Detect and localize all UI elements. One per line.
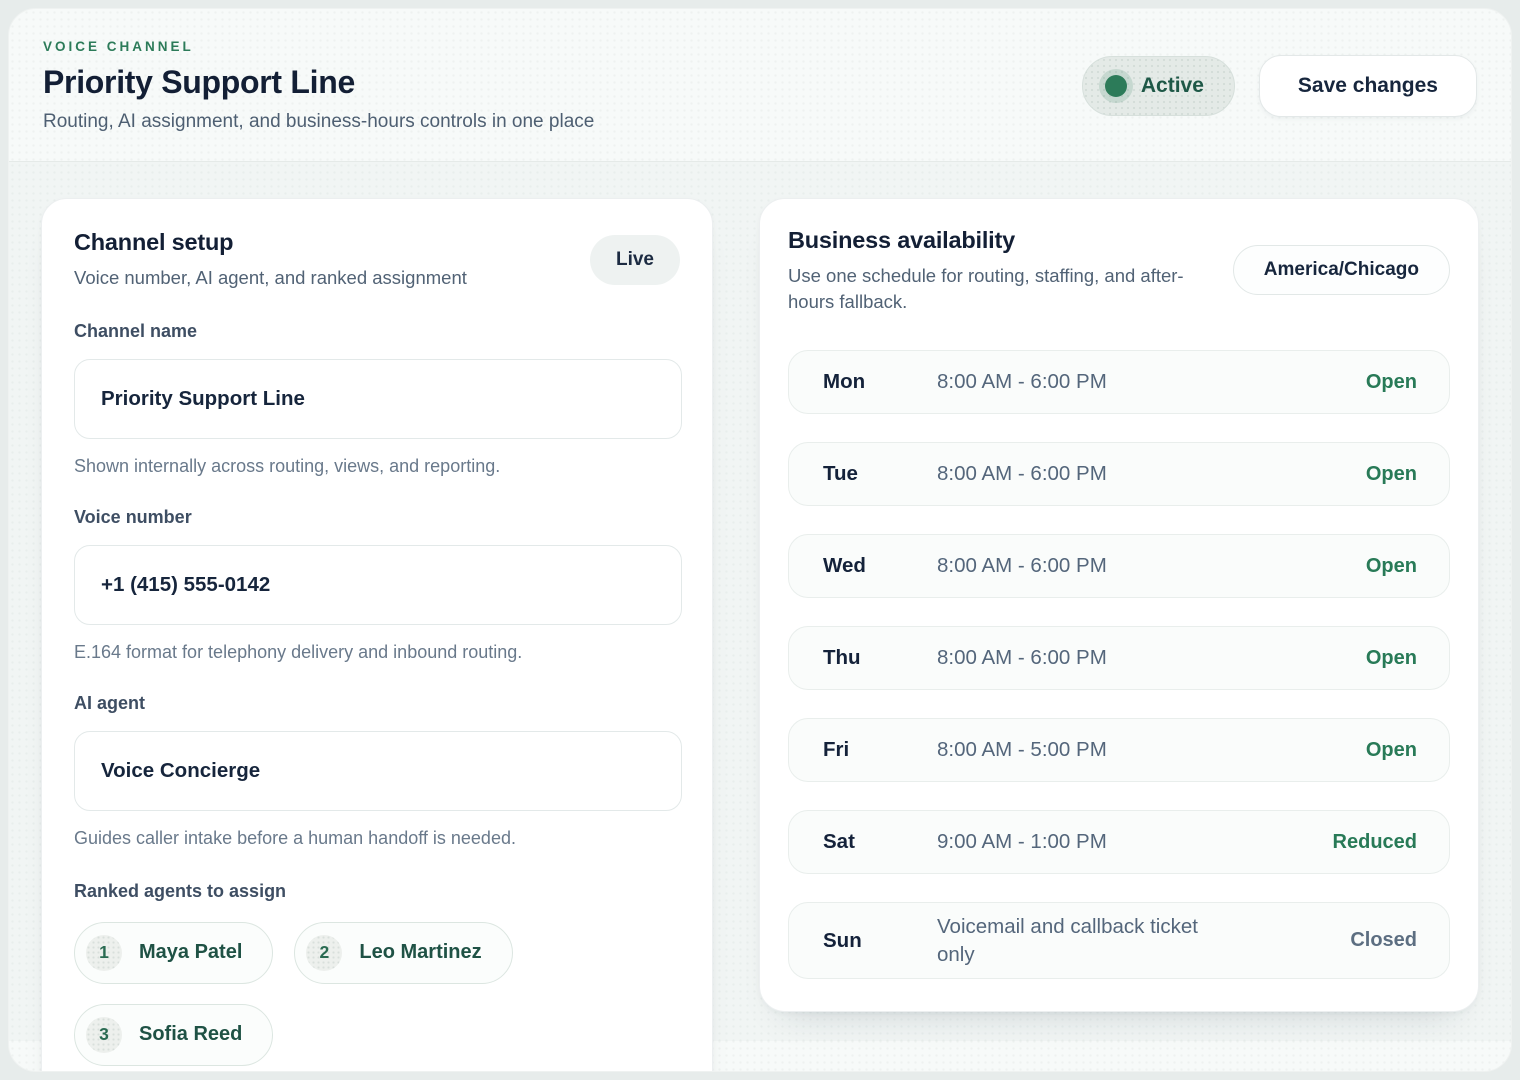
main-content: Channel setup Voice number, AI agent, an… [9,162,1511,1071]
channel-name-helper: Shown internally across routing, views, … [74,455,501,476]
page-header: VOICE CHANNEL Priority Support Line Rout… [9,9,1511,162]
page-title: Priority Support Line [43,64,355,100]
ai-agent-input[interactable] [74,730,682,811]
availability-title: Business availability [788,227,1015,253]
hours-label: 8:00 AM - 6:00 PM [937,462,1107,486]
voice-number-field-group: Voice number E.164 format for telephony … [74,506,682,663]
agent-name: Maya Patel [139,941,243,964]
live-badge: Live [589,235,680,285]
hours-label: 8:00 AM - 6:00 PM [937,646,1107,670]
hours-label: Voicemail and callback ticket only [937,915,1198,966]
status-badge: Open [1365,554,1417,577]
ai-agent-helper: Guides caller intake before a human hand… [74,827,516,848]
voice-number-helper: E.164 format for telephony delivery and … [74,641,523,662]
agent-rank-badge: 3 [86,1016,122,1053]
ranked-agents-row-1: 1 Maya Patel 2 Leo Martinez [74,921,680,984]
save-changes-button[interactable]: Save changes [1258,55,1477,117]
channel-setup-subtitle: Voice number, AI agent, and ranked assig… [74,267,467,288]
status-badge: Open [1365,738,1417,761]
schedule-row-thu[interactable]: Thu 8:00 AM - 6:00 PM Open [788,626,1450,691]
active-status-toggle[interactable]: Active [1081,56,1235,116]
agent-name: Leo Martinez [359,941,482,964]
status-badge: Open [1365,370,1417,393]
agent-name: Sofia Reed [139,1023,243,1046]
header-actions: Active Save changes [1081,55,1477,117]
day-label: Sun [823,928,862,952]
agent-chip-maya-patel[interactable]: 1 Maya Patel [74,921,274,984]
channel-name-input[interactable] [74,358,682,439]
schedule-row-fri[interactable]: Fri 8:00 AM - 5:00 PM Open [788,718,1450,783]
header-text-block: VOICE CHANNEL Priority Support Line Rout… [43,39,594,133]
channel-setup-heading-block: Channel setup Voice number, AI agent, an… [74,229,467,291]
availability-heading-block: Business availability Use one schedule f… [788,227,1188,314]
day-label: Sat [823,830,855,854]
active-status-dot-icon [1104,75,1127,97]
status-badge: Closed [1350,929,1417,952]
availability-card-head: Business availability Use one schedule f… [788,227,1450,314]
agent-chip-sofia-reed[interactable]: 3 Sofia Reed [74,1003,274,1066]
status-badge: Reduced [1332,830,1417,853]
day-label: Fri [823,738,850,762]
status-badge: Open [1365,462,1417,485]
day-label: Thu [823,646,861,670]
agent-rank-badge: 1 [86,934,122,971]
ai-agent-label: AI agent [74,692,146,713]
status-badge: Open [1365,646,1417,669]
agent-rank-badge: 2 [306,934,343,971]
business-availability-card: Business availability Use one schedule f… [759,198,1479,1013]
active-status-label: Active [1140,74,1204,97]
hours-label: 8:00 AM - 6:00 PM [937,370,1107,394]
channel-setup-card-head: Channel setup Voice number, AI agent, an… [74,229,680,291]
day-label: Tue [823,462,858,486]
voice-number-input[interactable] [74,544,682,625]
ranked-agents-row-2: 3 Sofia Reed [74,1003,680,1066]
availability-subtitle: Use one schedule for routing, staffing, … [788,265,1184,312]
day-label: Wed [823,554,866,578]
channel-name-label: Channel name [74,320,198,341]
schedule-row-tue[interactable]: Tue 8:00 AM - 6:00 PM Open [788,442,1450,507]
eyebrow-label: VOICE CHANNEL [43,39,194,54]
channel-setup-card: Channel setup Voice number, AI agent, an… [41,198,713,1071]
hours-label: 8:00 AM - 6:00 PM [937,554,1107,578]
hours-label: 9:00 AM - 1:00 PM [937,830,1107,854]
app-container: VOICE CHANNEL Priority Support Line Rout… [8,8,1512,1072]
ranked-agents-label: Ranked agents to assign [74,880,287,901]
ai-agent-field-group: AI agent Guides caller intake before a h… [74,692,682,849]
agent-chip-leo-martinez[interactable]: 2 Leo Martinez [294,921,513,984]
channel-setup-title: Channel setup [74,229,234,255]
schedule-row-mon[interactable]: Mon 8:00 AM - 6:00 PM Open [788,350,1450,415]
day-label: Mon [823,370,866,394]
schedule-row-sun[interactable]: Sun Voicemail and callback ticket only C… [788,902,1450,980]
timezone-pill[interactable]: America/Chicago [1232,245,1450,295]
page-subtitle: Routing, AI assignment, and business-hou… [43,111,595,132]
voice-number-label: Voice number [74,506,192,527]
hours-label: 8:00 AM - 5:00 PM [937,738,1107,762]
schedule-row-sat[interactable]: Sat 9:00 AM - 1:00 PM Reduced [788,810,1450,875]
schedule-list: Mon 8:00 AM - 6:00 PM Open Tue 8:00 AM -… [788,350,1450,980]
schedule-row-wed[interactable]: Wed 8:00 AM - 6:00 PM Open [788,534,1450,599]
channel-name-field-group: Channel name Shown internally across rou… [74,320,682,477]
